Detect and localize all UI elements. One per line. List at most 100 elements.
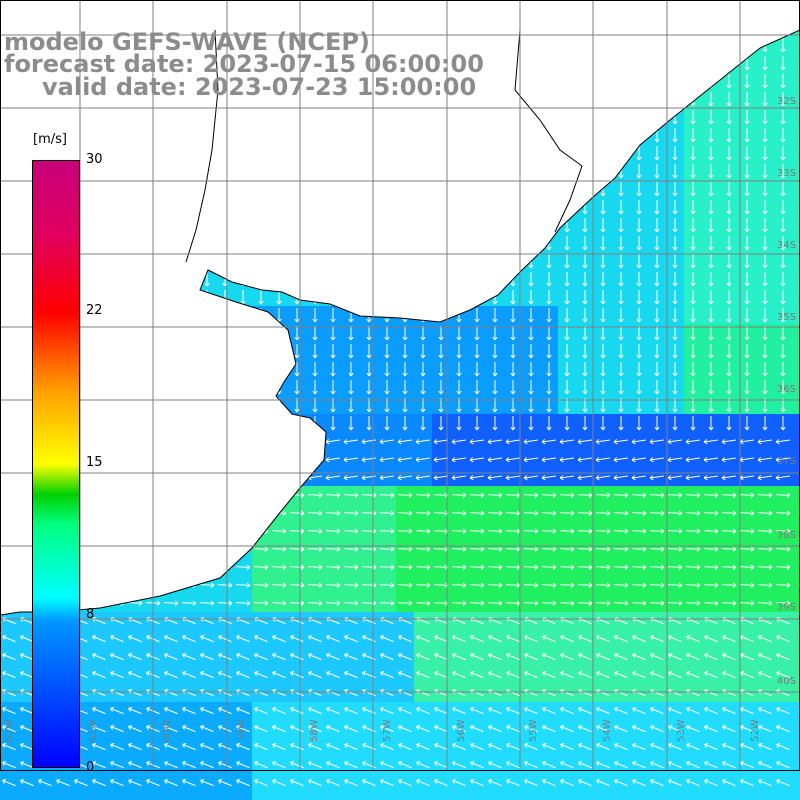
wind-arrow [757,510,773,516]
wind-arrow [564,344,570,359]
wind-arrow [726,74,732,89]
wind-arrow [434,652,448,661]
wind-arrow [348,362,354,377]
wind-arrow [258,290,264,305]
wind-arrow [200,670,214,679]
colorbar-unit: [m/s] [33,132,67,147]
wind-arrow [20,670,34,679]
wind-arrow [380,670,394,679]
wind-arrow [164,652,178,661]
wind-arrow [672,254,678,269]
wind-arrow [726,200,732,215]
wind-arrow [559,564,575,570]
wind-arrow [614,724,628,733]
wind-arrow [254,760,268,769]
wind-arrow [164,706,178,715]
wind-arrow [758,634,772,643]
wind-arrow [326,778,340,787]
wind-arrow [92,724,106,733]
wind-arrow [380,652,394,661]
wind-arrow [326,724,340,733]
wind-arrow [667,457,682,463]
wind-arrow [397,546,413,552]
wind-arrow [110,670,124,679]
wind-arrow [564,272,570,287]
wind-arrow [438,380,444,395]
wind-arrow [182,706,196,715]
wind-arrow [721,510,737,516]
wind-arrow [218,706,232,715]
wind-arrow [325,457,340,463]
wind-arrow [20,760,34,769]
wind-arrow [271,546,287,552]
wind-arrow [703,492,719,498]
wind-arrow [488,724,502,733]
wind-arrow [308,742,322,751]
wind-arrow [690,308,696,323]
wind-arrow [780,164,786,179]
wind-arrow [690,362,696,377]
wind-arrow [780,254,786,269]
wind-arrow [474,344,480,359]
wind-arrow [523,546,539,552]
wind-arrow [218,670,232,679]
wind-arrow [452,742,466,751]
wind-arrow [110,724,124,733]
wind-arrow [708,362,714,377]
wind-arrow [294,326,300,341]
wind-arrow [402,380,408,395]
wind-arrow [307,582,323,588]
wind-arrow [703,546,719,552]
wind-arrow [560,724,574,733]
wind-arrow [344,760,358,769]
wind-arrow [672,146,678,161]
wind-arrow [618,290,624,305]
wind-arrow [348,344,354,359]
wind-arrow [708,416,714,431]
colorbar-tick-8: 8 [86,607,95,622]
wind-arrow [596,670,610,679]
wind-arrow [235,582,251,588]
wind-arrow [654,236,660,251]
wind-arrow [470,652,484,661]
wind-arrow [631,600,647,606]
wind-arrow [780,56,786,71]
wind-arrow [582,326,588,341]
wind-arrow [348,380,354,395]
border-line [185,29,219,263]
wind-arrow [578,670,592,679]
wind-arrow [744,200,750,215]
lon-label: 56W [456,719,467,742]
wind-arrow [488,760,502,769]
wind-arrow [780,290,786,305]
wind-arrow [415,492,431,498]
wind-arrow [762,272,768,287]
wind-arrow [668,778,682,787]
wind-arrow [560,652,574,661]
wind-arrow [708,272,714,287]
wind-arrow [492,362,498,377]
wind-arrow [510,308,516,323]
wind-arrow [380,742,394,751]
wind-arrow [690,290,696,305]
colorbar-tick-30: 30 [86,152,103,167]
wind-arrow [398,670,412,679]
wind-arrow [379,564,395,570]
wind-arrow [600,200,606,215]
wind-arrow [721,600,737,606]
wind-arrow [199,600,215,606]
wind-arrow [780,74,786,89]
wind-arrow [631,457,646,463]
wind-arrow [2,706,16,715]
wind-arrow [523,475,538,481]
wind-arrow [690,164,696,179]
wind-arrow [528,416,534,431]
wind-arrow [469,582,485,588]
wind-arrow [654,164,660,179]
lat-label: 40S [776,676,796,687]
wind-arrow [182,652,196,661]
wind-arrow [672,416,678,431]
lon-label: 58W [309,719,320,742]
wind-arrow [528,326,534,341]
wind-arrow [289,510,305,516]
